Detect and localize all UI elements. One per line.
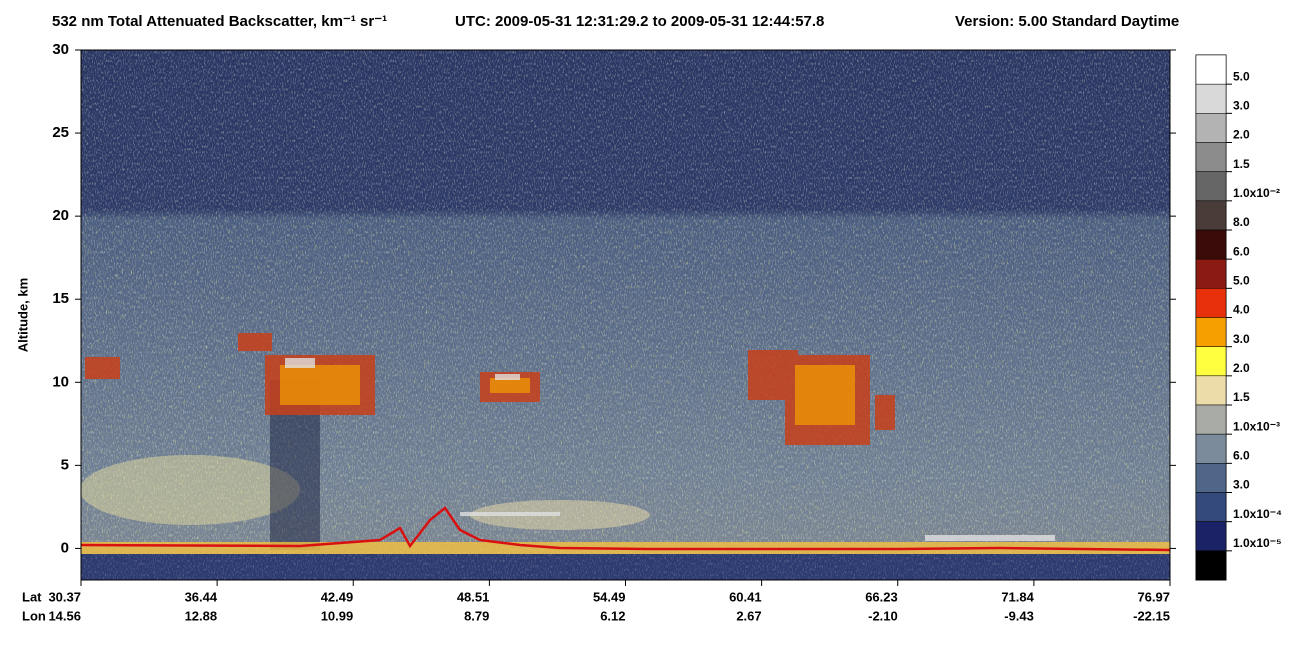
lat-label: Lat <box>22 589 42 604</box>
colorbar-label: 1.0x10⁻³ <box>1233 419 1280 433</box>
lat-tick-label: 76.97 <box>1137 589 1170 604</box>
lon-tick-label: 2.67 <box>736 608 761 623</box>
y-tick-label: 30 <box>52 41 69 58</box>
colorbar-label: 1.0x10⁻⁵ <box>1233 536 1282 550</box>
y-tick-label: 5 <box>61 456 69 473</box>
colorbar-label: 3.0 <box>1233 478 1250 492</box>
lon-tick-label: 10.99 <box>321 608 354 623</box>
colorbar-swatch <box>1195 83 1227 114</box>
colorbar-swatch <box>1195 433 1227 464</box>
colorbar-label: 8.0 <box>1233 215 1250 229</box>
lon-label: Lon <box>22 608 46 623</box>
lon-tick-label: 8.79 <box>464 608 489 623</box>
time-range: UTC: 2009-05-31 12:31:29.2 to 2009-05-31… <box>455 13 824 30</box>
version: Version: 5.00 Standard Daytime <box>955 13 1179 30</box>
colorbar-swatch <box>1195 200 1227 231</box>
colorbar-swatch <box>1195 375 1227 406</box>
colorbar-swatch <box>1195 404 1227 435</box>
lon-tick-label: 12.88 <box>185 608 218 623</box>
lat-tick-label: 48.51 <box>457 589 490 604</box>
colorbar-label: 5.0 <box>1233 69 1250 83</box>
colorbar-label: 4.0 <box>1233 303 1250 317</box>
colorbar-swatch <box>1195 142 1227 172</box>
colorbar-label: 3.0 <box>1233 99 1250 113</box>
lat-tick-label: 60.41 <box>729 589 762 604</box>
chart-title: 532 nm Total Attenuated Backscatter, km⁻… <box>52 13 387 30</box>
colorbar-label: 5.0 <box>1233 274 1250 288</box>
y-tick-label: 15 <box>52 290 69 307</box>
y-axis-label: Altitude, km <box>15 278 30 352</box>
colorbar-swatch <box>1195 229 1227 260</box>
lon-tick-label: 6.12 <box>600 608 625 623</box>
colorbar-swatch <box>1195 288 1227 318</box>
colorbar-label: 1.0x10⁻² <box>1233 186 1280 200</box>
colorbar-swatch <box>1195 550 1227 581</box>
y-tick-label: 20 <box>52 207 69 224</box>
colorbar-label: 6.0 <box>1233 449 1250 463</box>
colorbar-label: 3.0 <box>1233 332 1250 346</box>
colorbar-label: 1.5 <box>1233 157 1250 171</box>
colorbar-label: 1.5 <box>1233 390 1250 404</box>
lon-tick-label: -22.15 <box>1133 608 1170 623</box>
colorbar-swatch <box>1195 492 1227 522</box>
colorbar-swatch <box>1195 258 1227 289</box>
colorbar-swatch <box>1195 317 1227 347</box>
colorbar-swatch <box>1195 113 1227 143</box>
colorbar-label: 1.0x10⁻⁴ <box>1233 507 1282 521</box>
lat-tick-label: 71.84 <box>1001 589 1034 604</box>
lat-tick-label: 66.23 <box>865 589 898 604</box>
colorbar-swatch <box>1195 521 1227 552</box>
colorbar-swatch <box>1195 346 1227 377</box>
colorbar-label: 6.0 <box>1233 244 1250 258</box>
lon-tick-label: 14.56 <box>48 608 81 623</box>
colorbar-label: 2.0 <box>1233 128 1250 142</box>
lat-tick-label: 54.49 <box>593 589 626 604</box>
lon-tick-label: -9.43 <box>1004 608 1034 623</box>
colorbar-swatch <box>1195 54 1227 85</box>
backscatter-image <box>81 50 1170 580</box>
lon-tick-label: -2.10 <box>868 608 898 623</box>
lat-tick-label: 30.37 <box>48 589 81 604</box>
y-tick-label: 10 <box>52 373 69 390</box>
colorbar-swatch <box>1195 171 1227 202</box>
colorbar-swatch <box>1195 463 1227 493</box>
y-tick-label: 0 <box>61 539 69 556</box>
lat-tick-label: 36.44 <box>185 589 218 604</box>
colorbar-label: 2.0 <box>1233 361 1250 375</box>
lat-tick-label: 42.49 <box>321 589 354 604</box>
y-tick-label: 25 <box>52 124 69 141</box>
